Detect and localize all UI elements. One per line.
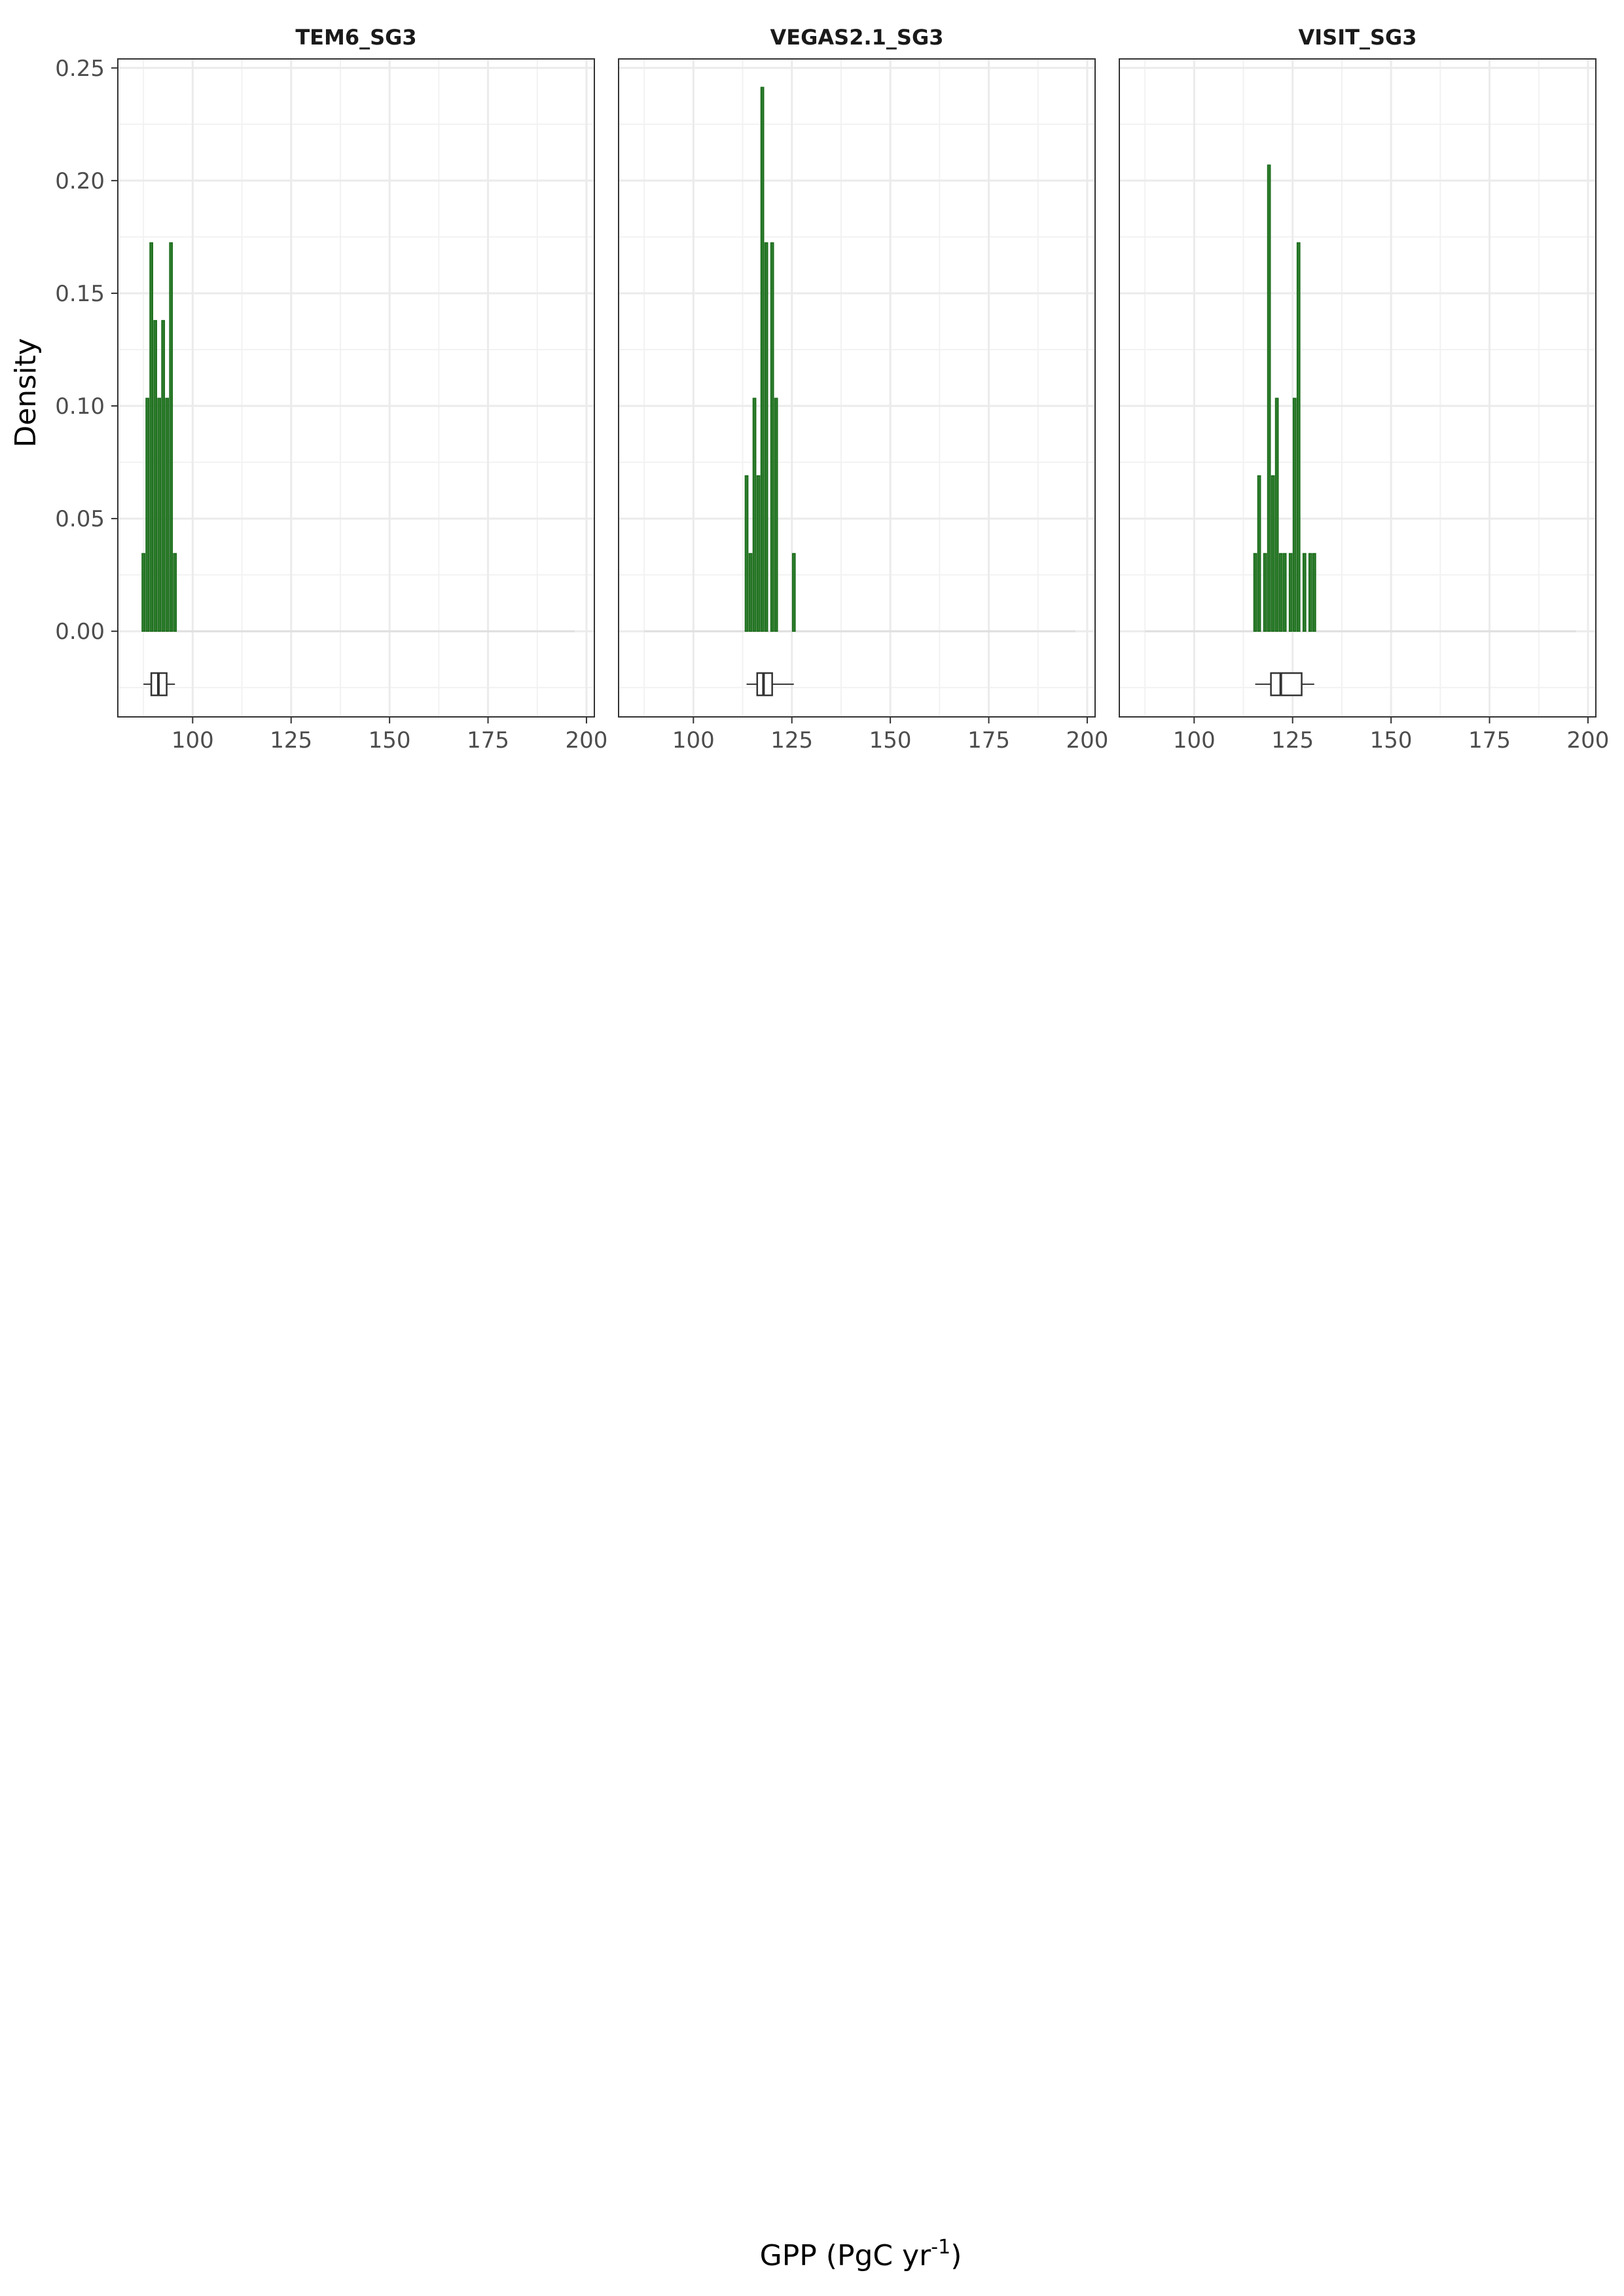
y-axis-title: Density bbox=[9, 338, 43, 447]
histogram-bar bbox=[791, 553, 796, 632]
boxplot-box bbox=[1270, 672, 1303, 697]
x-tick-label: 175 bbox=[967, 727, 1010, 754]
x-tick-label: 125 bbox=[1271, 727, 1314, 754]
histogram-bar bbox=[1296, 242, 1301, 632]
panel-title: VISIT_SG3 bbox=[1298, 25, 1416, 50]
histogram-bar bbox=[1271, 475, 1275, 632]
x-tick-label: 150 bbox=[869, 727, 912, 754]
histogram-bar bbox=[1274, 397, 1279, 632]
y-tick-label: 0.00 bbox=[55, 619, 105, 645]
panel-background bbox=[118, 59, 594, 717]
histogram-bar bbox=[169, 242, 173, 632]
histogram-bar bbox=[774, 397, 778, 632]
histogram-bar bbox=[145, 397, 149, 632]
histogram-bar bbox=[1302, 553, 1307, 632]
histogram-bar bbox=[744, 475, 749, 632]
histogram-bar bbox=[1292, 397, 1297, 632]
histogram-bar bbox=[173, 553, 177, 632]
x-tick-label: 150 bbox=[369, 727, 411, 754]
y-axis: 0.00 0.05 0.10 0.15 0.20 0.25 bbox=[55, 56, 118, 645]
histogram-bar bbox=[161, 319, 166, 632]
histogram-bar bbox=[1267, 164, 1271, 632]
histogram-bar bbox=[165, 397, 170, 632]
histogram-bar bbox=[1263, 553, 1267, 632]
x-axis-title: GPP (PgC yr-1) bbox=[760, 2236, 962, 2272]
histogram-bar bbox=[153, 319, 158, 632]
x-tick-label: 125 bbox=[770, 727, 813, 754]
histogram-bar bbox=[1253, 553, 1257, 632]
x-tick-label: 200 bbox=[566, 727, 608, 754]
histogram-bar bbox=[770, 242, 774, 632]
panel-background bbox=[619, 59, 1095, 717]
x-tick-label: 175 bbox=[1468, 727, 1511, 754]
histogram-bar bbox=[149, 242, 153, 632]
x-tick-label: 100 bbox=[672, 727, 715, 754]
x-tick-label: 125 bbox=[270, 727, 312, 754]
y-tick-label: 0.20 bbox=[55, 168, 105, 194]
panel-border bbox=[1119, 58, 1597, 718]
panel-background bbox=[1119, 59, 1596, 717]
panel-3: VISIT_SG3 100 125 150 175 200 bbox=[1119, 25, 1609, 754]
histogram-bar bbox=[1308, 553, 1312, 632]
y-tick-label: 0.10 bbox=[55, 393, 105, 420]
histogram-bar bbox=[157, 397, 162, 632]
histogram-bar bbox=[748, 553, 753, 632]
histogram-bar bbox=[1282, 553, 1287, 632]
x-tick-label: 100 bbox=[1173, 727, 1216, 754]
x-axis-title-close: ) bbox=[950, 2239, 962, 2272]
y-tick-label: 0.05 bbox=[55, 506, 105, 532]
histogram-bar bbox=[1312, 553, 1316, 632]
histogram-bar bbox=[1278, 553, 1283, 632]
histogram-bar bbox=[752, 397, 757, 632]
panel-border bbox=[117, 58, 595, 718]
histogram-bar bbox=[764, 242, 768, 632]
histogram-bar bbox=[756, 475, 761, 632]
panel-title: VEGAS2.1_SG3 bbox=[770, 25, 944, 50]
x-axis-title-superscript: -1 bbox=[931, 2236, 950, 2259]
x-tick-label: 200 bbox=[1567, 727, 1610, 754]
histogram-bar bbox=[1288, 553, 1293, 632]
panel-2: VEGAS2.1_SG3 100 125 150 175 200 bbox=[618, 25, 1109, 754]
panel-title: TEM6_SG3 bbox=[295, 25, 416, 50]
y-tick-label: 0.25 bbox=[55, 56, 105, 82]
histogram-bar bbox=[1257, 475, 1261, 632]
x-tick-label: 150 bbox=[1370, 727, 1413, 754]
x-tick-label: 200 bbox=[1066, 727, 1109, 754]
histogram-bar bbox=[760, 86, 765, 632]
panel-1: TEM6_SG3 100 125 150 175 200 bbox=[117, 25, 608, 754]
y-tick-label: 0.15 bbox=[55, 281, 105, 307]
histogram-bar bbox=[141, 553, 145, 632]
panel-border bbox=[618, 58, 1096, 718]
x-axis-title-main: GPP (PgC yr bbox=[760, 2239, 932, 2272]
panels-group: TEM6_SG3 100 125 150 175 200 VEGAS2.1_SG3 100 12… bbox=[117, 25, 1609, 754]
x-tick-label: 100 bbox=[171, 727, 214, 754]
x-tick-label: 175 bbox=[467, 727, 509, 754]
